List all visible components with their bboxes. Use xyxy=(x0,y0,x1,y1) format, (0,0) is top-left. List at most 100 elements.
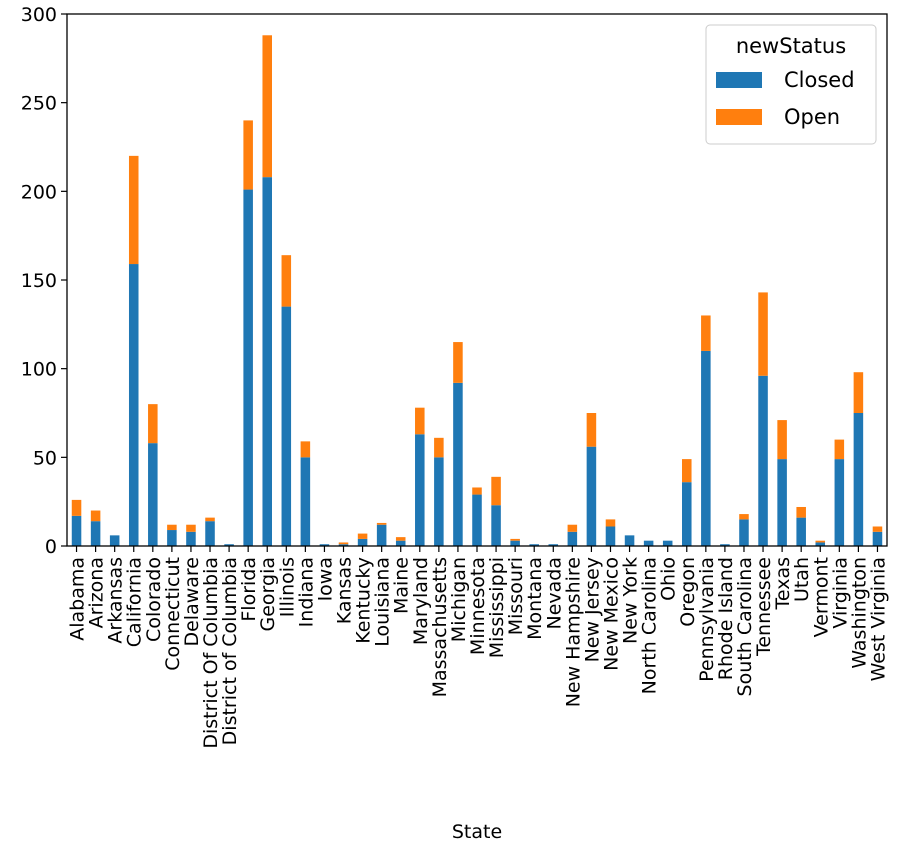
bar-closed-1 xyxy=(90,521,101,546)
x-tick-label: Pennsylvania xyxy=(696,557,718,682)
bar-closed-5 xyxy=(167,530,177,546)
x-tick-label: Iowa xyxy=(314,557,336,601)
x-tick-label: Illinois xyxy=(276,557,298,617)
bar-closed-33 xyxy=(701,350,711,546)
bar-closed-2 xyxy=(109,535,120,546)
x-tick-label: Louisiana xyxy=(372,557,394,647)
bar-closed-41 xyxy=(853,413,864,546)
x-tick-label: Tennessee xyxy=(753,557,775,657)
x-tick-label: Colorado xyxy=(143,557,165,642)
bar-open-16 xyxy=(376,522,387,525)
y-tick-label: 0 xyxy=(45,536,57,558)
bar-open-23 xyxy=(510,538,520,541)
bar-open-20 xyxy=(453,342,463,383)
bar-closed-36 xyxy=(758,375,768,546)
bar-open-5 xyxy=(167,524,177,531)
bar-closed-27 xyxy=(586,446,597,546)
bar-open-9 xyxy=(243,120,253,190)
bar-open-35 xyxy=(739,514,749,520)
x-tick-label: New Mexico xyxy=(600,557,622,671)
bar-closed-7 xyxy=(205,521,215,546)
bar-closed-3 xyxy=(128,264,139,546)
bar-open-6 xyxy=(186,524,196,532)
bar-closed-20 xyxy=(453,382,463,546)
plot-frame xyxy=(66,13,888,547)
x-tick-label: Kentucky xyxy=(353,557,375,644)
bar-open-4 xyxy=(148,404,158,444)
bar-open-28 xyxy=(605,519,616,527)
bar-closed-42 xyxy=(872,531,883,546)
bar-open-36 xyxy=(758,292,768,376)
bar-closed-8 xyxy=(224,544,234,546)
bar-closed-11 xyxy=(281,306,292,546)
bar-closed-16 xyxy=(376,524,387,546)
bar-open-7 xyxy=(205,517,215,522)
x-tick-label: Maine xyxy=(391,557,413,614)
x-tick-label: New Hampshire xyxy=(562,557,584,707)
legend-title: newStatus xyxy=(736,34,846,58)
bar-open-22 xyxy=(491,476,501,506)
bar-closed-14 xyxy=(338,544,349,546)
x-tick-label: Ohio xyxy=(658,557,680,601)
bar-closed-10 xyxy=(262,177,272,546)
x-tick-label: New York xyxy=(620,557,642,644)
bar-open-38 xyxy=(796,506,806,518)
bar-open-10 xyxy=(262,35,272,178)
bar-closed-21 xyxy=(472,494,482,546)
bar-closed-17 xyxy=(395,540,406,546)
y-tick-label: 200 xyxy=(21,181,57,203)
x-tick-label: Arizona xyxy=(86,557,108,628)
x-tick-label: Alabama xyxy=(67,557,89,641)
bar-closed-23 xyxy=(510,540,520,546)
x-tick-label: District Of Columbia xyxy=(200,557,222,749)
bar-open-0 xyxy=(71,499,82,516)
x-tick-label: District of Columbia xyxy=(219,557,241,745)
y-axis-ticks: 0 50 100 150 200 250 300 xyxy=(21,4,67,558)
x-tick-label: California xyxy=(124,557,146,647)
bar-closed-28 xyxy=(605,526,616,546)
legend-swatch-open xyxy=(716,109,762,125)
x-tick-label: Texas xyxy=(772,557,794,611)
bar-closed-12 xyxy=(300,457,311,546)
x-tick-label: Indiana xyxy=(295,557,317,627)
bar-open-15 xyxy=(357,533,368,539)
x-axis-ticks: AlabamaArizonaArkansasCaliforniaColorado… xyxy=(67,546,889,749)
bar-closed-6 xyxy=(186,531,196,546)
bar-open-41 xyxy=(853,372,864,413)
bar-closed-34 xyxy=(720,544,730,546)
bar-open-14 xyxy=(338,542,349,545)
x-tick-label: Delaware xyxy=(181,557,203,647)
legend-label-closed: Closed xyxy=(784,68,855,92)
bar-closed-9 xyxy=(243,189,253,546)
y-tick-label: 150 xyxy=(21,270,57,292)
legend: newStatus Closed Open xyxy=(705,24,877,145)
y-tick-label: 50 xyxy=(33,447,57,469)
x-tick-label: Nevada xyxy=(543,557,565,630)
bar-closed-4 xyxy=(148,443,158,546)
x-tick-label: Montana xyxy=(524,557,546,640)
bar-closed-30 xyxy=(643,540,654,546)
y-tick-label: 250 xyxy=(21,93,57,115)
bar-closed-39 xyxy=(815,542,826,546)
bar-closed-32 xyxy=(682,482,692,546)
y-tick-label: 300 xyxy=(21,4,57,26)
bar-open-37 xyxy=(777,420,787,460)
x-tick-label: Vermont xyxy=(810,557,832,637)
bar-open-42 xyxy=(872,526,883,532)
x-tick-label: Michigan xyxy=(448,557,470,642)
bar-open-1 xyxy=(90,510,101,522)
x-tick-label: West Virginia xyxy=(867,557,889,681)
bar-closed-31 xyxy=(662,540,673,546)
bar-closed-37 xyxy=(777,459,787,546)
bar-open-21 xyxy=(472,487,482,495)
bar-open-18 xyxy=(415,407,425,435)
bar-open-3 xyxy=(128,155,139,265)
bar-open-32 xyxy=(682,459,692,483)
bar-open-33 xyxy=(701,315,711,351)
x-tick-label: New Jersey xyxy=(581,557,603,662)
bar-closed-18 xyxy=(415,434,425,546)
x-tick-label: Utah xyxy=(791,557,813,602)
bar-closed-13 xyxy=(319,544,330,546)
bar-open-12 xyxy=(300,441,311,458)
y-tick-label: 100 xyxy=(21,359,57,381)
